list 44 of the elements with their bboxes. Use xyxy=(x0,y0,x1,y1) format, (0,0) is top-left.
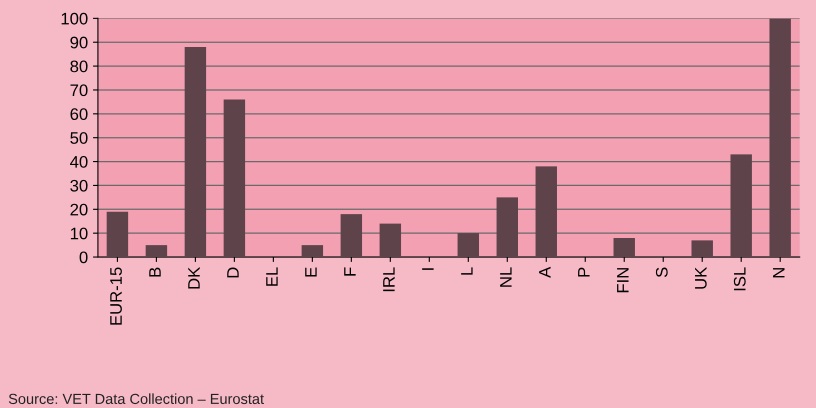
x-tick-label: A xyxy=(539,266,551,278)
x-tick-label: NL xyxy=(500,267,512,287)
bar xyxy=(184,47,206,258)
y-tick-label: 30 xyxy=(70,180,88,192)
y-tick-label: 50 xyxy=(70,132,88,144)
x-tick-label: IRL xyxy=(383,267,395,292)
bar xyxy=(730,154,752,258)
bar xyxy=(496,197,518,258)
y-tick-label: 0 xyxy=(80,251,88,264)
y-tick-label: 40 xyxy=(70,156,88,168)
x-tick-label: EL xyxy=(266,267,278,286)
x-tick-label: I xyxy=(422,268,434,270)
source-note: Source: VET Data Collection – Eurostat xyxy=(8,393,264,404)
x-tick-label: N xyxy=(773,268,784,278)
x-tick-label: DK xyxy=(188,266,200,289)
y-tick-label: 60 xyxy=(70,108,88,120)
x-tick-label: P xyxy=(578,268,590,277)
x-tick-label: UK xyxy=(695,266,707,289)
y-tick-label: 90 xyxy=(70,36,88,48)
x-tick-label: FIN xyxy=(617,268,629,292)
bar xyxy=(146,245,168,258)
bar xyxy=(302,245,324,258)
x-tick-label: E xyxy=(305,267,317,277)
x-tick-label: L xyxy=(461,267,473,275)
x-tick-label: D xyxy=(227,268,239,278)
bar xyxy=(769,18,791,258)
bar xyxy=(536,166,557,258)
y-tick-label: 70 xyxy=(70,84,88,96)
x-tick-label: B xyxy=(149,268,161,277)
y-tick-label: 100 xyxy=(62,12,88,25)
bar xyxy=(106,212,128,258)
y-tick-label: 80 xyxy=(70,60,88,72)
x-tick-label: F xyxy=(344,267,356,276)
y-tick-label: 10 xyxy=(70,228,88,240)
bar xyxy=(224,100,246,258)
bar xyxy=(380,224,402,258)
bar xyxy=(340,214,362,258)
bar xyxy=(614,238,635,258)
y-tick-label: 20 xyxy=(70,204,88,216)
x-tick-label: S xyxy=(656,268,668,278)
bar xyxy=(691,240,713,258)
x-tick-label: EUR-15 xyxy=(110,267,122,325)
bar xyxy=(458,233,480,258)
x-tick-label: ISL xyxy=(734,267,746,290)
